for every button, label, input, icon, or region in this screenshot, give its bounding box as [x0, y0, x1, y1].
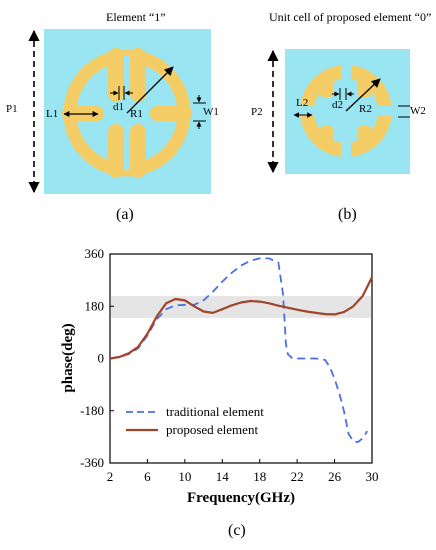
w1-label: W1: [203, 106, 219, 118]
x-tick-label: 30: [366, 469, 379, 484]
y-tick-label: 0: [98, 351, 105, 366]
y-tick-label: -360: [80, 455, 104, 470]
l2-label: L2: [296, 97, 309, 109]
d1-label: d1: [113, 101, 124, 113]
legend-label: traditional element: [166, 404, 264, 419]
x-tick-label: 10: [178, 469, 191, 484]
series-line-proposed: [109, 276, 373, 360]
d2-label: d2: [332, 99, 343, 111]
caption-a: (a): [116, 206, 134, 223]
p2-label: P2: [251, 106, 263, 118]
p1-label: P1: [6, 103, 18, 115]
y-tick-label: 360: [85, 246, 105, 261]
l1-label: L1: [46, 108, 59, 120]
x-tick-label: 26: [328, 469, 342, 484]
panel-a-diagram: [28, 29, 410, 194]
panel-b-title: Unit cell of proposed element “0”: [269, 10, 432, 24]
y-tick-label: 180: [85, 298, 105, 313]
x-tick-label: 2: [107, 469, 114, 484]
series-line-traditional: [109, 257, 369, 444]
r2-label: R2: [359, 103, 372, 115]
y-axis-title: phase(deg): [60, 323, 76, 392]
legend-label: proposed element: [166, 422, 258, 437]
caption-c: (c): [228, 522, 246, 539]
panel-a-title: Element “1”: [106, 10, 166, 24]
w2-label: W2: [410, 105, 426, 117]
y-tick-label: -180: [80, 403, 104, 418]
r2-arrow: [345, 78, 381, 112]
x-tick-label: 22: [291, 469, 304, 484]
caption-b: (b): [338, 206, 357, 223]
r1-arrow: [126, 66, 174, 114]
x-axis-title: Frequency(GHz): [187, 490, 295, 506]
x-tick-label: 14: [216, 469, 230, 484]
x-tick-label: 6: [144, 469, 151, 484]
phase-chart: phase(deg) Frequency(GHz) 2 6 10 14 18 22 26 30…: [60, 246, 379, 506]
r1-label: R1: [130, 108, 143, 120]
x-tick-label: 18: [253, 469, 266, 484]
